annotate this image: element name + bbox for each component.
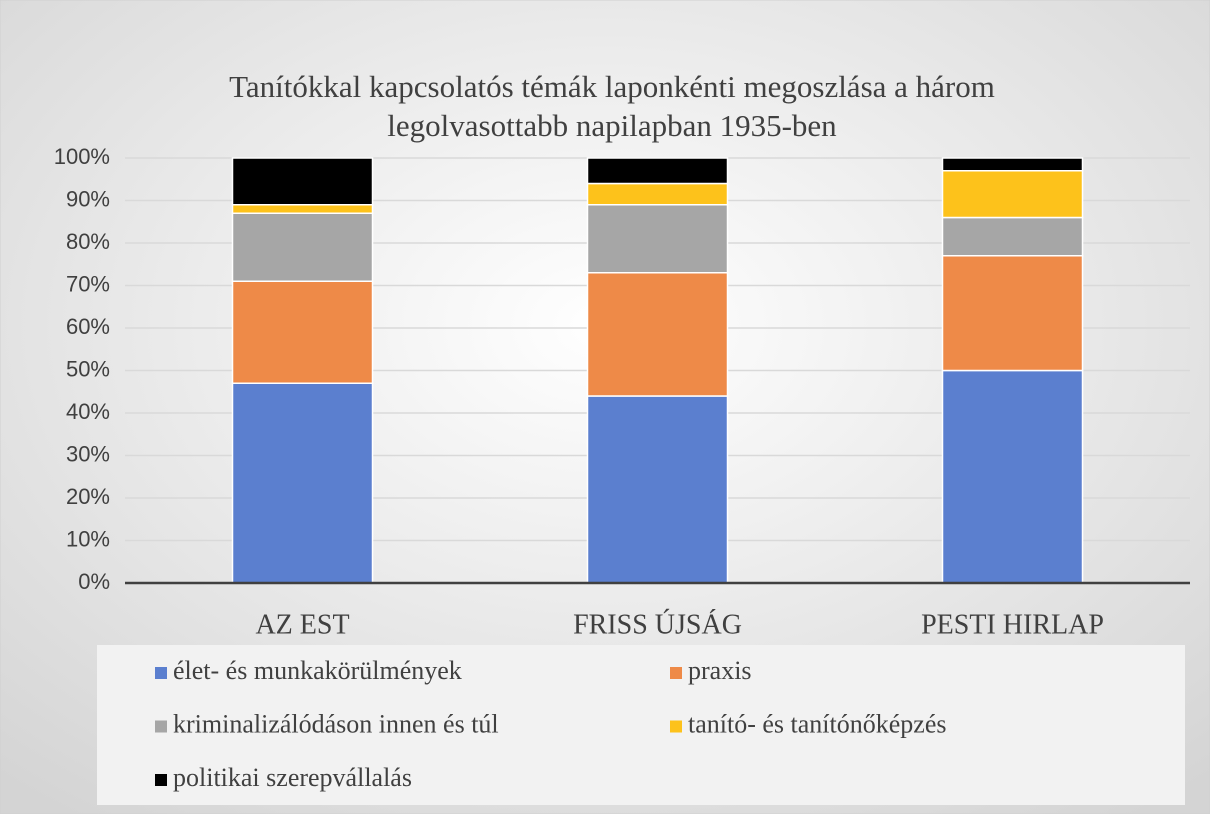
bar-segment — [941, 170, 1084, 219]
legend-swatch — [155, 774, 167, 786]
y-tick-label: 10% — [66, 526, 110, 551]
y-tick-label: 40% — [66, 399, 110, 424]
y-tick-label: 60% — [66, 314, 110, 339]
y-tick-label: 90% — [66, 186, 110, 211]
y-tick-label: 80% — [66, 229, 110, 254]
legend-box — [97, 645, 1185, 805]
legend-label: praxis — [688, 656, 752, 685]
y-tick-label: 30% — [66, 441, 110, 466]
legend-swatch — [670, 667, 682, 679]
x-tick-label: PESTI HIRLAP — [921, 609, 1104, 640]
bar-segment — [941, 255, 1084, 372]
bar-segment — [941, 369, 1084, 584]
bar-segment — [231, 280, 374, 384]
legend-swatch — [155, 667, 167, 679]
bar-segment — [231, 204, 374, 214]
legend-label: tanító- és tanítónőképzés — [688, 709, 946, 738]
y-tick-label: 50% — [66, 356, 110, 381]
bar-segment — [231, 157, 374, 206]
legend-swatch — [670, 720, 682, 733]
chart-title: Tanítókkal kapcsolatós témák laponkénti … — [229, 69, 995, 104]
bar-segment — [586, 395, 729, 584]
legend-label: élet- és munkakörülmények — [173, 656, 462, 685]
bar-segment — [586, 157, 729, 185]
bar-segment — [941, 157, 1084, 172]
y-tick-label: 70% — [66, 271, 110, 296]
bar-segment — [231, 382, 374, 584]
chart-title: legolvasottabb napilapban 1935-ben — [387, 108, 837, 143]
bar-segment — [586, 182, 729, 206]
bar-segment — [586, 204, 729, 274]
legend-label: politikai szerepvállalás — [173, 763, 412, 792]
legend-label: kriminalizálódáson innen és túl — [173, 709, 499, 738]
y-tick-label: 0% — [78, 569, 110, 594]
x-tick-label: AZ EST — [255, 609, 349, 640]
legend-swatch — [155, 720, 167, 733]
bar-segment — [941, 216, 1084, 257]
y-tick-label: 100% — [54, 144, 110, 169]
x-tick-label: FRISS ÚJSÁG — [573, 609, 742, 640]
y-tick-label: 20% — [66, 484, 110, 509]
bar-segment — [586, 272, 729, 397]
bar-segment — [231, 212, 374, 282]
